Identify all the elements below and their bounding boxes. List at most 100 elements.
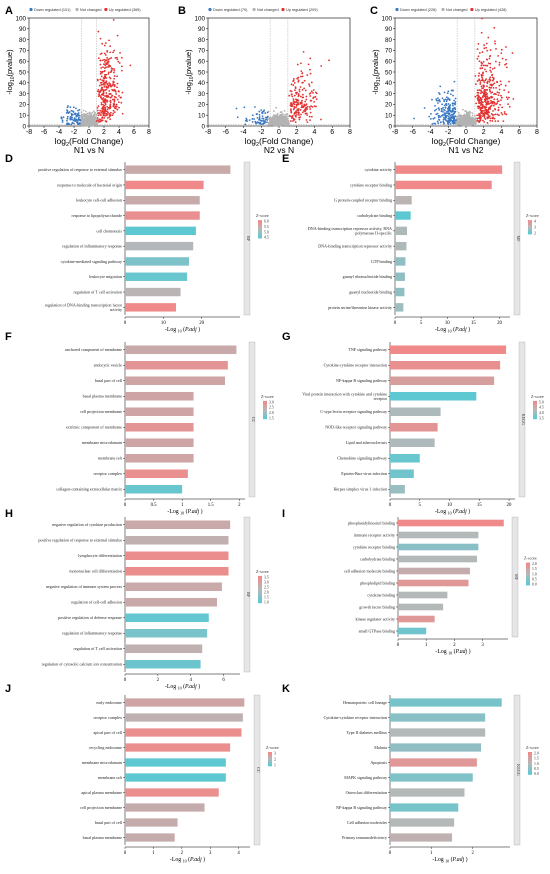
zscore-gradient-step (528, 227, 532, 229)
point-up-regulated (105, 112, 108, 115)
point-not-changed (273, 115, 276, 118)
x-tick-label: 5 (419, 503, 422, 508)
point-down-regulated (428, 115, 431, 118)
enrichment-chart-J: early endosome receptor complex apical par… (80, 694, 279, 864)
point-down-regulated (423, 107, 426, 109)
point-down-regulated (452, 112, 455, 115)
term-label: small GTPase binding (359, 628, 395, 633)
term-label: kinase regulator activity (355, 616, 396, 621)
point-up-regulated (118, 62, 121, 64)
point-up-regulated (483, 109, 486, 112)
zscore-tick-label: 3.0 (269, 400, 274, 404)
point-down-regulated (444, 116, 447, 118)
point-up-regulated (103, 83, 106, 86)
zscore-tick-label: 3 (274, 752, 276, 756)
point-up-regulated (328, 59, 330, 62)
point-down-regulated (435, 99, 438, 102)
point-up-regulated (109, 118, 112, 121)
y-tick-label: 50 (198, 69, 206, 76)
point-up-regulated (108, 90, 111, 92)
point-up-regulated (112, 109, 115, 112)
point-up-regulated (501, 113, 504, 116)
point-up-regulated (496, 98, 499, 101)
legend-entry: Not changed (446, 8, 468, 12)
point-up-regulated (493, 82, 496, 85)
y-tick-label: 20 (19, 102, 27, 109)
term-label: apical plasma membrane (81, 790, 122, 795)
y-axis-label: -log10(pvalue) (184, 49, 195, 95)
point-not-changed (82, 109, 85, 112)
y-tick-label: 60 (19, 59, 27, 66)
y-tick-label: 80 (385, 37, 393, 44)
point-down-regulated (77, 112, 80, 114)
point-up-regulated (304, 104, 307, 107)
point-up-regulated (290, 102, 292, 104)
point-down-regulated (75, 107, 77, 110)
point-up-regulated (485, 70, 488, 73)
point-up-regulated (295, 99, 298, 102)
point-up-regulated (483, 105, 486, 108)
category-strip (513, 694, 521, 846)
point-down-regulated (254, 106, 256, 108)
point-up-regulated (479, 81, 482, 84)
point-up-regulated (101, 70, 104, 73)
x-tick-label: 0 (397, 643, 400, 648)
zscore-gradient-step (258, 221, 262, 224)
point-up-regulated (105, 85, 108, 88)
legend-entry: Down regulated (70) (213, 8, 248, 12)
point-up-regulated (104, 54, 107, 56)
point-up-regulated (497, 54, 500, 57)
x-tick-label: 0 (87, 129, 91, 136)
enrichment-bar (125, 360, 228, 370)
point-down-regulated (451, 121, 454, 124)
point-up-regulated (491, 79, 494, 82)
point-up-regulated (112, 103, 115, 105)
point-up-regulated (483, 93, 486, 95)
zscore-gradient-step (258, 591, 262, 595)
zscore-tick-label: 6.0 (264, 220, 269, 224)
point-down-regulated (446, 99, 448, 101)
enrichment-bar (398, 555, 477, 563)
enrichment-bar (125, 407, 194, 417)
zscore-tick-label: 4.0 (539, 411, 544, 415)
enrichment-bar (390, 758, 477, 767)
point-up-regulated (485, 42, 488, 45)
point-up-regulated (498, 92, 501, 94)
term-label: response to molecule of bacterial origin (57, 182, 122, 187)
legend-marker (281, 7, 285, 12)
point-down-regulated (433, 116, 436, 119)
point-up-regulated (301, 88, 304, 91)
point-not-changed (271, 122, 274, 124)
point-up-regulated (494, 92, 497, 95)
x-tick-label: -8 (205, 129, 211, 136)
legend-entry: Up regulated (428) (475, 8, 507, 12)
point-up-regulated (484, 68, 486, 71)
category-label: BP (246, 236, 251, 242)
x-axis-label: log2(Fold Change) (245, 136, 314, 148)
point-up-regulated (490, 96, 493, 99)
point-up-regulated (501, 57, 504, 60)
term-label: cytokine-mediated signaling pathway (61, 259, 123, 264)
point-up-regulated (300, 75, 302, 78)
point-up-regulated (488, 115, 490, 118)
point-up-regulated (298, 118, 301, 121)
category-label: CC (251, 417, 256, 423)
x-tick-label: 0 (124, 851, 127, 856)
point-up-regulated (111, 94, 114, 97)
point-up-regulated (292, 80, 295, 83)
zscore-gradient-step (268, 757, 272, 760)
point-up-regulated (108, 116, 111, 118)
point-up-regulated (97, 114, 100, 117)
zscore-tick-label: 1.0 (534, 762, 539, 766)
point-up-regulated (483, 100, 486, 103)
enrichment-bar (395, 226, 408, 236)
zscore-tick-label: 4 (534, 220, 536, 224)
enrichment-bar (125, 241, 194, 251)
point-up-regulated (293, 105, 296, 108)
zscore-gradient-step (258, 582, 262, 586)
point-down-regulated (442, 118, 445, 121)
point-not-changed (275, 106, 278, 109)
point-up-regulated (498, 84, 501, 87)
point-up-regulated (303, 109, 305, 112)
point-up-regulated (112, 71, 115, 74)
